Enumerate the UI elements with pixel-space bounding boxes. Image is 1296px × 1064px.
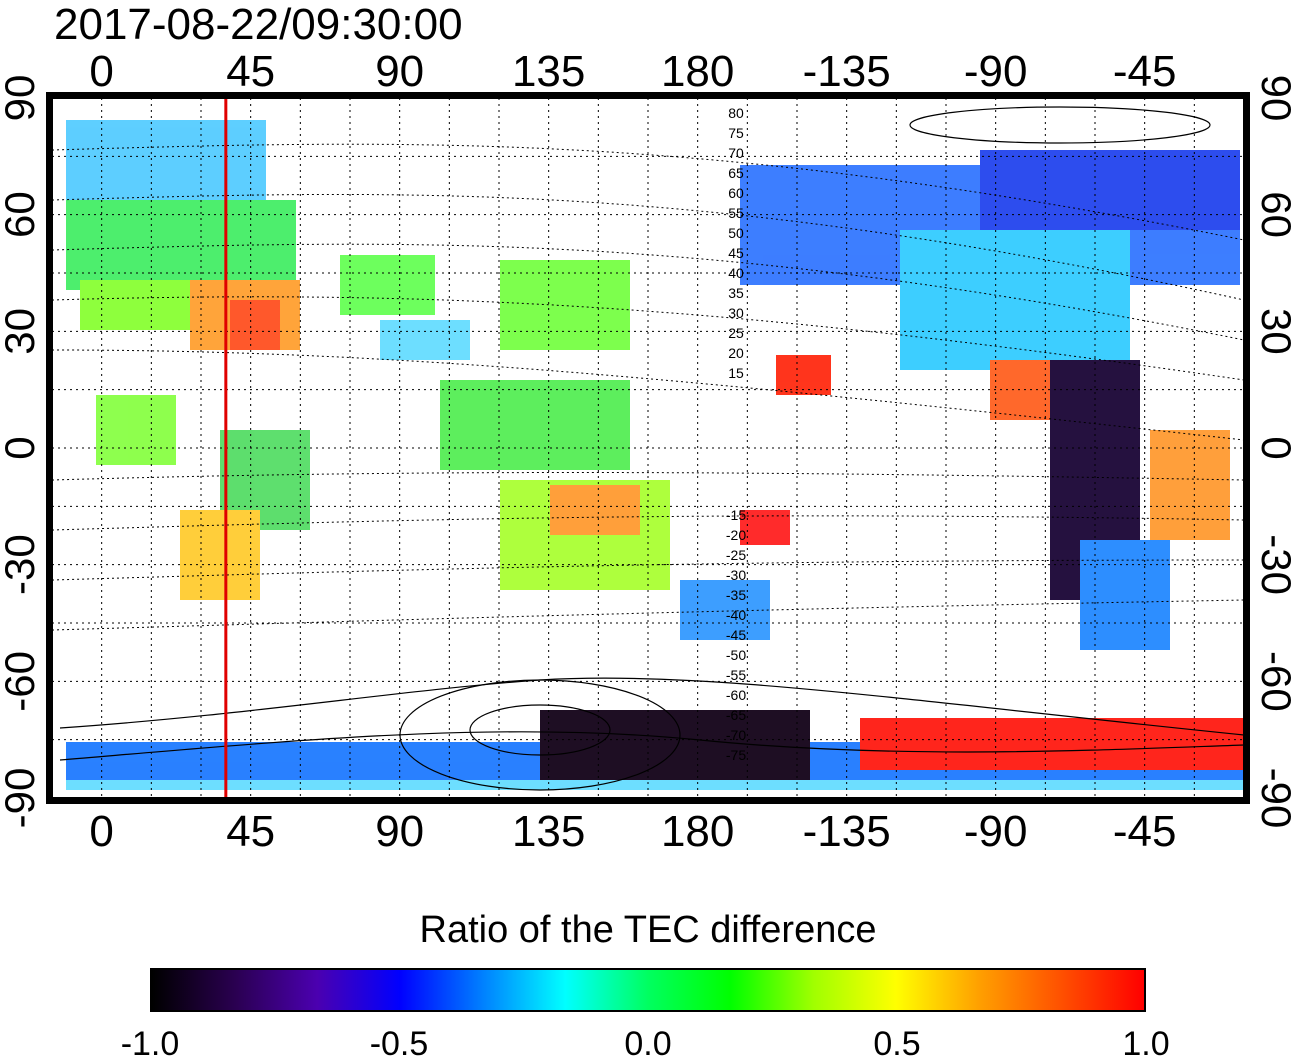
bottom-lon-tick-label: 90 [375, 807, 424, 856]
contour-label: -30 [726, 567, 746, 583]
top-lon-tick-label: 135 [512, 47, 585, 96]
bottom-lon-tick-label: 180 [661, 807, 734, 856]
right-lat-tick-label: 60 [1253, 191, 1296, 238]
coastlines [59, 106, 1244, 791]
contour-label: 25 [728, 325, 744, 341]
contour-label: -55 [726, 667, 746, 683]
right-lat-tick-label: 0 [1253, 436, 1296, 459]
timestamp-title: 2017-08-22/09:30:00 [54, 0, 463, 49]
patch-pacific-hot [740, 510, 790, 545]
patch-brazil [1150, 430, 1230, 540]
contour-label: -50 [726, 647, 746, 663]
right-lat-tick-label: -60 [1253, 651, 1296, 712]
contour-label: 35 [728, 285, 744, 301]
patch-japan [500, 260, 630, 350]
patch-hawaii [776, 355, 831, 395]
axis-tick-labels: 0 0 45 45 90 90 135 135 180 180 -135 -135 -90 -90 -45 -… [0, 47, 1296, 856]
top-lon-tick-label: 90 [375, 47, 424, 96]
contour-labels: 80 75 70 65 60 55 50 45 40 35 30 25 20 15 -15 -20 -25 -30… [726, 105, 746, 763]
contour-label: -20 [726, 527, 746, 543]
right-lat-tick-label: 30 [1253, 308, 1296, 355]
contour-label: 80 [728, 105, 744, 121]
bottom-lon-tick-label: 135 [512, 807, 585, 856]
contour-label: -25 [726, 547, 746, 563]
contour-label: 75 [728, 125, 744, 141]
patch-europe [66, 200, 296, 290]
patch-nz [680, 580, 770, 640]
contour-label: -65 [726, 707, 746, 723]
contour-label: -45 [726, 627, 746, 643]
frame-bottom-bar [52, 798, 1244, 804]
colorbar-tick-label: -1.0 [120, 1025, 180, 1063]
left-lat-tick-label: -90 [0, 768, 43, 829]
right-lat-tick-label: -30 [1253, 534, 1296, 595]
top-lon-tick-label: 180 [661, 47, 734, 96]
colorbar-tick-label: -0.5 [369, 1025, 429, 1063]
contour-label: -70 [726, 727, 746, 743]
patch-india [380, 320, 470, 360]
bottom-lon-tick-label: 45 [226, 807, 275, 856]
frame-top-bar [52, 92, 1244, 98]
patch-se-asia [440, 380, 630, 470]
contour-label: 30 [728, 305, 744, 321]
patch-central-asia [340, 255, 435, 315]
left-lat-tick-label: 60 [0, 191, 43, 238]
patch-iberia [80, 280, 190, 330]
patch-patagonia [1080, 540, 1170, 650]
contour-label: 55 [728, 205, 744, 221]
bottom-lon-tick-label: 0 [89, 807, 113, 856]
patch-hot-mideast [230, 300, 280, 350]
contour-label: -60 [726, 687, 746, 703]
colorbar-tick-label: 0.5 [873, 1025, 921, 1063]
patch-scandinavia [66, 120, 266, 210]
contour-label: -15 [726, 507, 746, 523]
left-lat-tick-label: 0 [0, 436, 43, 459]
patch-australia-hot [550, 485, 640, 535]
frame-right-bar [1244, 92, 1250, 804]
contour-label: 60 [728, 185, 744, 201]
bottom-lon-tick-label: -45 [1113, 807, 1177, 856]
patch-usa [900, 230, 1130, 370]
top-lon-tick-label: -90 [964, 47, 1028, 96]
top-lon-tick-label: 0 [89, 47, 113, 96]
colorbar-title: Ratio of the TEC difference [419, 909, 877, 951]
magnetic-contours [52, 143, 1244, 631]
patch-antarctic-red [860, 718, 1244, 770]
top-lon-tick-label: -135 [803, 47, 891, 96]
tec-map: 80 75 70 65 60 55 50 45 40 35 30 25 20 15 -15 -20 -25 -30… [0, 47, 1296, 856]
top-lon-tick-label: -45 [1113, 47, 1177, 96]
frame-left-bar [46, 92, 52, 804]
contour-label: 45 [728, 245, 744, 261]
top-lon-tick-label: 45 [226, 47, 275, 96]
patch-pole-strip [66, 780, 1244, 790]
lat-lon-grid [52, 98, 1244, 798]
right-lat-tick-label: -90 [1253, 768, 1296, 829]
contour-label: -35 [726, 587, 746, 603]
patch-south-africa [180, 510, 260, 600]
right-lat-tick-label: 90 [1253, 75, 1296, 122]
contour-label: 70 [728, 145, 744, 161]
bottom-lon-tick-label: -135 [803, 807, 891, 856]
colorbar-tick-label: 1.0 [1122, 1025, 1170, 1063]
contour-label: -40 [726, 607, 746, 623]
left-lat-tick-label: -60 [0, 651, 43, 712]
colorbar-tick-label: 0.0 [624, 1025, 672, 1063]
contour-label: 50 [728, 225, 744, 241]
left-lat-tick-label: 30 [0, 308, 43, 355]
bottom-lon-tick-label: -90 [964, 807, 1028, 856]
left-lat-tick-label: -30 [0, 534, 43, 595]
colorbar [150, 968, 1146, 1012]
patch-canada [980, 150, 1240, 230]
contour-label: 15 [728, 365, 744, 381]
patch-west-africa [96, 395, 176, 465]
contour-label: 20 [728, 345, 744, 361]
contour-label: 40 [728, 265, 744, 281]
left-lat-tick-label: 90 [0, 75, 43, 122]
contour-label: -75 [726, 747, 746, 763]
contour-label: 65 [728, 165, 744, 181]
